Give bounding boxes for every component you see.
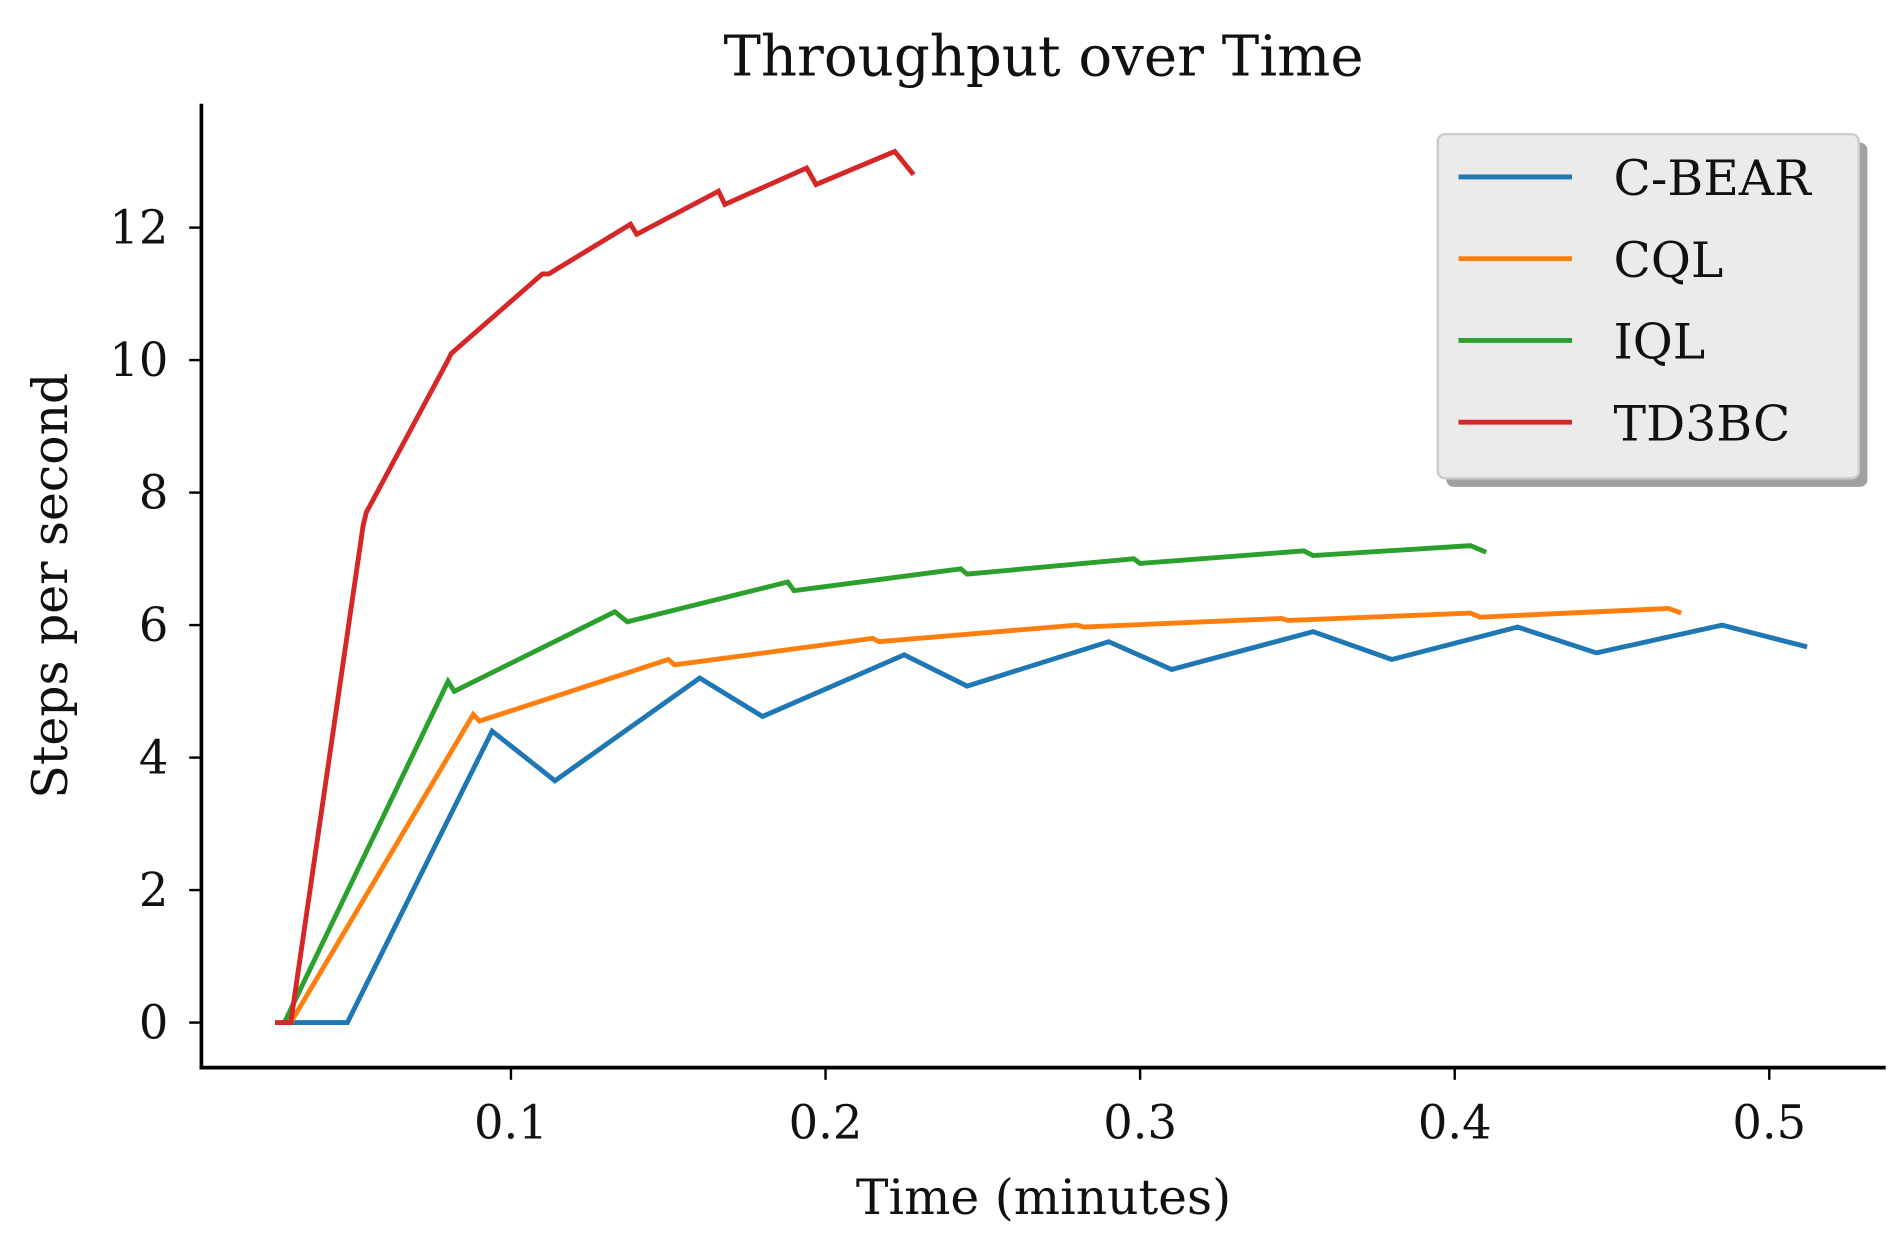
y-tick-label: 6 bbox=[139, 598, 169, 652]
legend-label: CQL bbox=[1614, 232, 1724, 289]
series-line-c-bear bbox=[281, 622, 1808, 1026]
x-tick-label: 0.5 bbox=[1732, 1095, 1806, 1149]
series-line-iql bbox=[282, 543, 1488, 1024]
y-axis-label: Steps per second bbox=[22, 373, 79, 799]
legend-label: IQL bbox=[1614, 314, 1706, 371]
legend-label: C-BEAR bbox=[1614, 150, 1813, 207]
x-tick-label: 0.4 bbox=[1418, 1095, 1492, 1149]
y-tick-label: 10 bbox=[109, 333, 168, 387]
y-tick-label: 2 bbox=[139, 863, 169, 917]
legend: C-BEAR CQL IQL TD3BC bbox=[1436, 132, 1868, 487]
x-axis-label: Time (minutes) bbox=[856, 1169, 1231, 1226]
y-tick-label: 4 bbox=[139, 730, 169, 784]
legend-label: TD3BC bbox=[1614, 395, 1791, 452]
y-tick-label: 8 bbox=[139, 465, 169, 519]
y-tick-label: 0 bbox=[139, 995, 169, 1049]
chart-title: Throughput over Time bbox=[723, 25, 1363, 90]
x-tick-label: 0.3 bbox=[1103, 1095, 1177, 1149]
x-tick-label: 0.2 bbox=[789, 1095, 863, 1149]
series-line-td3bc bbox=[274, 148, 916, 1026]
y-tick-label: 12 bbox=[109, 200, 168, 254]
x-tick-label: 0.1 bbox=[474, 1095, 548, 1149]
series-line-cql bbox=[288, 606, 1683, 1024]
